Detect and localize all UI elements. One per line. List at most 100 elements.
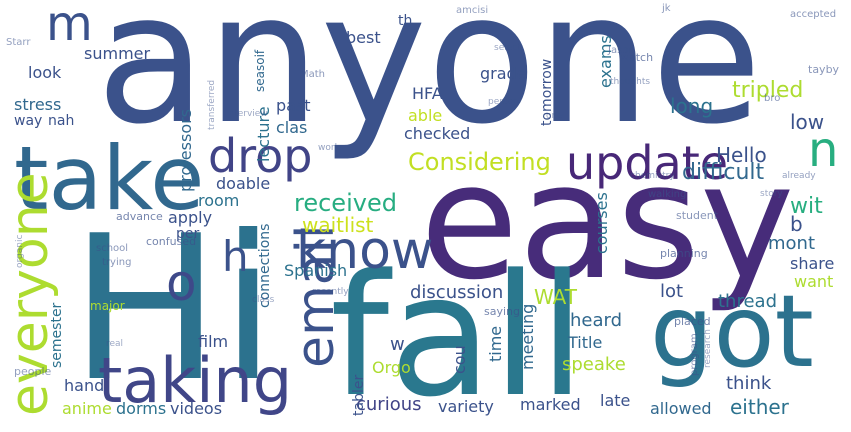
word-grade: grade xyxy=(480,64,527,83)
word-room: room xyxy=(198,191,240,210)
word-watch: watch xyxy=(620,51,654,64)
word-anime: anime xyxy=(62,399,112,418)
word-class: class xyxy=(252,295,275,305)
word-organic: organic xyxy=(15,234,25,268)
word-discussion: discussion xyxy=(410,282,504,303)
word-got: got xyxy=(650,273,814,390)
word-long: long xyxy=(670,94,714,118)
word-bro: bro xyxy=(764,93,781,104)
word-planning: planning xyxy=(660,247,708,260)
word-hello: Hello xyxy=(716,143,767,167)
word-tripled: tripled xyxy=(732,78,804,103)
word-wit: wit xyxy=(790,194,823,219)
word-easy: easy xyxy=(420,128,795,315)
word-clas: clas xyxy=(276,118,308,137)
word-jk: jk xyxy=(662,3,671,14)
word-semester: semester xyxy=(49,302,65,368)
word-placed: placed xyxy=(674,315,711,328)
word-dorms: dorms xyxy=(116,399,167,418)
word-tayby: tayby xyxy=(808,63,840,76)
word-nah: nah xyxy=(48,113,75,129)
word-chemistry: chemistry xyxy=(630,171,675,181)
word-curious: curious xyxy=(356,394,422,415)
word-jason: Jason xyxy=(608,45,635,56)
word-time: time xyxy=(486,325,505,362)
word-want: want xyxy=(794,272,834,291)
word-already: already xyxy=(782,171,816,181)
word-m: m xyxy=(46,0,93,52)
word-heard: heard xyxy=(570,310,623,331)
word-people: people xyxy=(14,365,52,378)
word-amcisi: amcisi xyxy=(456,5,489,16)
word-variety: variety xyxy=(438,397,494,416)
word-late: late xyxy=(600,391,631,410)
word-w: w xyxy=(390,334,405,355)
word-person: person xyxy=(488,97,519,107)
word-school: school xyxy=(96,243,129,254)
word-program: program xyxy=(689,333,700,376)
word-research: research xyxy=(703,329,713,368)
word-speake: speake xyxy=(562,354,626,375)
word-marked: marked xyxy=(520,395,581,414)
word-math: Math xyxy=(300,69,326,80)
word-wat: WAT xyxy=(534,285,578,309)
word-summer: summer xyxy=(84,44,151,63)
word-tabler: tabler xyxy=(351,374,367,416)
word-share: share xyxy=(790,254,835,273)
word-major: major xyxy=(90,299,125,313)
word-student: student xyxy=(676,209,719,222)
word-recently: recently xyxy=(312,287,349,297)
word-taking: taking xyxy=(98,344,293,417)
word-low: low xyxy=(790,110,825,134)
word-walking: walking xyxy=(648,189,687,200)
word-way: way xyxy=(14,113,43,129)
word-story: story xyxy=(760,189,783,199)
word-thoughts: thoughts xyxy=(610,77,651,87)
word-hand: hand xyxy=(64,376,105,395)
word-difficult: difficult xyxy=(682,160,765,185)
word-saying: saying xyxy=(484,305,520,318)
word-hfa: HFA xyxy=(412,84,443,103)
word-take: take xyxy=(14,127,205,230)
word-o: o xyxy=(166,254,197,312)
word-apply: apply xyxy=(168,208,213,227)
word-interview: interview xyxy=(226,109,268,119)
word-professors: professors xyxy=(176,108,195,192)
word-thread: thread xyxy=(718,291,778,312)
word-able: able xyxy=(408,106,443,125)
word-work: work xyxy=(318,143,340,153)
word-lot: lot xyxy=(660,281,684,302)
word-starr: Starr xyxy=(6,37,31,48)
word-doable: doable xyxy=(216,174,271,193)
word-confused: confused xyxy=(146,235,197,248)
word-drop: drop xyxy=(208,129,313,183)
word-film: film xyxy=(198,332,229,351)
word-mont: mont xyxy=(768,233,816,254)
word-spanish: Spanish xyxy=(284,261,348,280)
word-th: th xyxy=(398,13,413,29)
word-advance: advance xyxy=(116,210,163,223)
word-transferred: transferred xyxy=(207,79,217,130)
word-real: real xyxy=(106,339,124,349)
word-per: per xyxy=(176,226,200,242)
word-select: select xyxy=(494,43,521,53)
word-accepted: accepted xyxy=(790,9,837,20)
word-orgo: Orgo xyxy=(372,358,411,377)
word-considering: Considering xyxy=(408,148,551,176)
word-hi: Hi xyxy=(70,193,276,426)
word-received: received xyxy=(294,189,397,217)
word-title: Title xyxy=(568,333,603,352)
word-anyone: anyone xyxy=(96,0,762,164)
word-everyone: everyone xyxy=(0,172,60,416)
word-n: n xyxy=(808,122,839,178)
word-best: best xyxy=(346,28,381,47)
word-think: think xyxy=(726,373,772,394)
word-videos: videos xyxy=(170,399,223,418)
word-h: h xyxy=(222,232,249,281)
word-checked: checked xyxy=(404,124,471,143)
word-allowed: allowed xyxy=(650,399,712,418)
word-courses: courses xyxy=(592,192,611,254)
word-update: update xyxy=(566,136,729,190)
word-b: b xyxy=(790,212,803,236)
